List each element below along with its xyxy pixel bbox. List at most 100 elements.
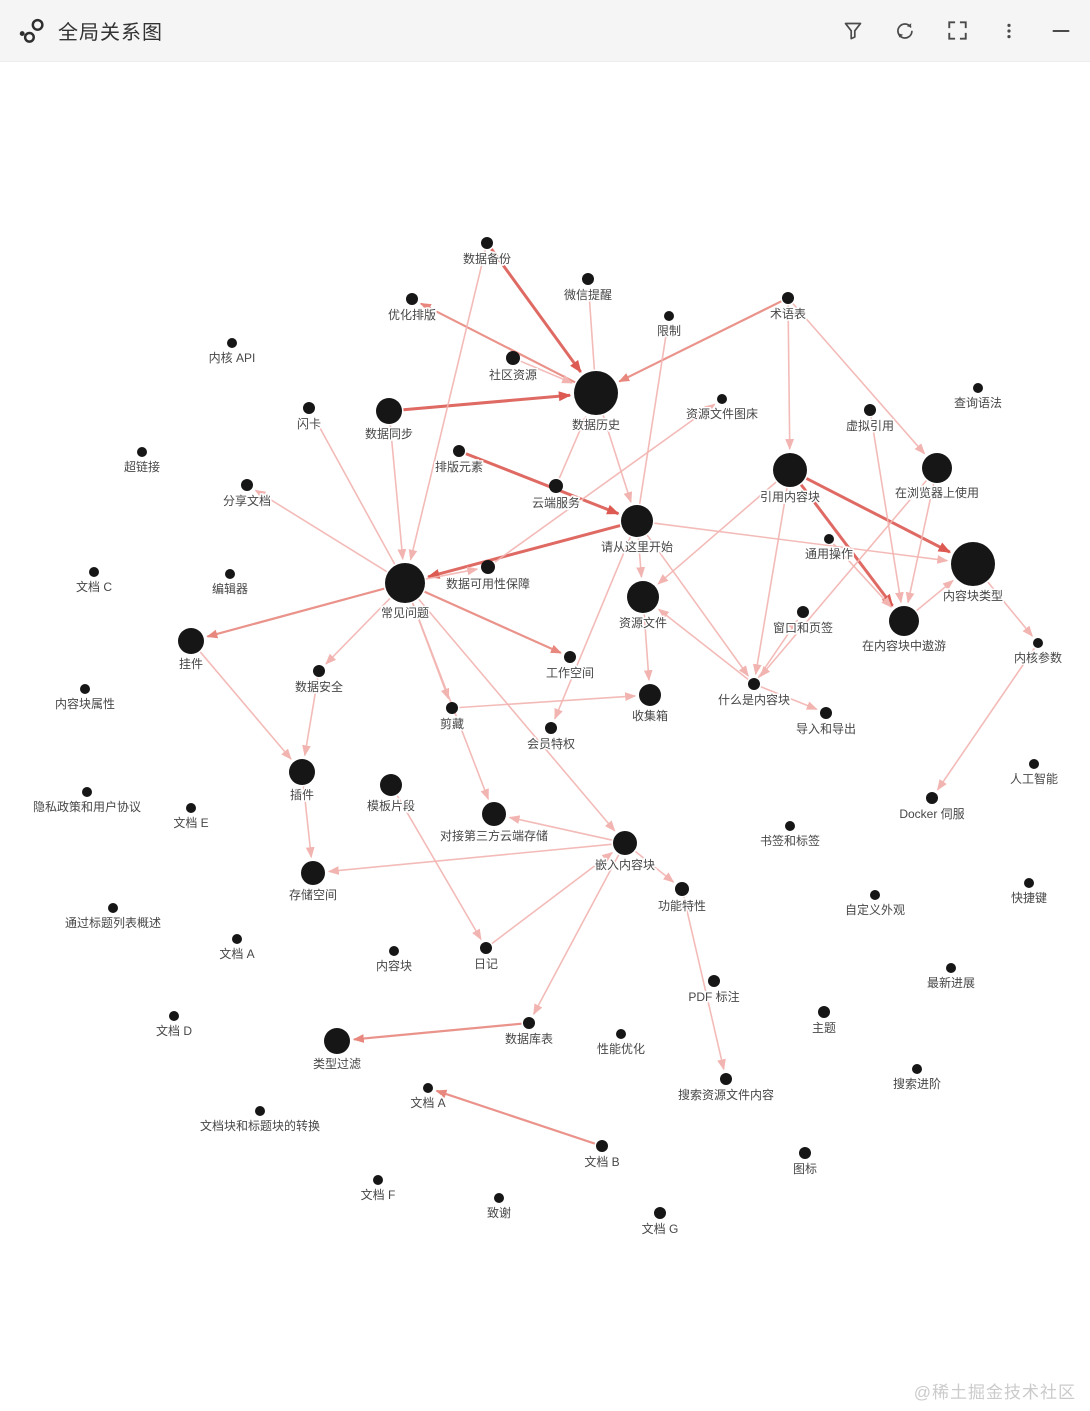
graph-node[interactable] — [523, 1017, 535, 1029]
graph-edge — [508, 815, 612, 841]
graph-node[interactable] — [782, 292, 794, 304]
graph-node[interactable] — [481, 237, 493, 249]
graph-node[interactable] — [639, 684, 661, 706]
graph-node[interactable] — [241, 479, 253, 491]
filter-icon[interactable] — [842, 20, 864, 42]
graph-node[interactable] — [799, 1147, 811, 1159]
graph-node[interactable] — [596, 1140, 608, 1152]
graph-node-label: 图标 — [793, 1162, 817, 1176]
graph-node[interactable] — [582, 273, 594, 285]
graph-node[interactable] — [137, 447, 147, 457]
graph-node[interactable] — [889, 606, 919, 636]
graph-node[interactable] — [922, 453, 952, 483]
graph-node[interactable] — [406, 293, 418, 305]
graph-node-label: 数据库表 — [505, 1031, 553, 1046]
graph-node-label: 在浏览器上使用 — [895, 485, 979, 500]
graph-edge — [657, 608, 749, 681]
graph-edge — [602, 415, 633, 504]
graph-node[interactable] — [818, 1006, 830, 1018]
graph-node[interactable] — [373, 1175, 383, 1185]
graph-node[interactable] — [574, 371, 618, 415]
graph-node[interactable] — [973, 383, 983, 393]
graph-node[interactable] — [80, 684, 90, 694]
graph-node[interactable] — [616, 1029, 626, 1039]
graph-node[interactable] — [664, 311, 674, 321]
graph-node-label: 常见问题 — [381, 606, 429, 620]
graph-edge — [905, 483, 935, 604]
graph-edge — [646, 534, 749, 677]
graph-node[interactable] — [717, 394, 727, 404]
graph-node[interactable] — [785, 821, 795, 831]
fullscreen-icon[interactable] — [946, 20, 968, 42]
graph-node[interactable] — [506, 351, 520, 365]
graph-node[interactable] — [255, 1106, 265, 1116]
graph-node[interactable] — [481, 560, 495, 574]
graph-node[interactable] — [824, 534, 834, 544]
graph-node[interactable] — [376, 398, 402, 424]
graph-node[interactable] — [946, 963, 956, 973]
graph-node[interactable] — [480, 942, 492, 954]
graph-node[interactable] — [951, 542, 995, 586]
graph-node[interactable] — [232, 934, 242, 944]
graph-node[interactable] — [797, 606, 809, 618]
graph-node-label: 术语表 — [770, 307, 806, 321]
graph-node[interactable] — [423, 1083, 433, 1093]
graph-node[interactable] — [564, 651, 576, 663]
graph-node[interactable] — [720, 1073, 732, 1085]
graph-node[interactable] — [494, 1193, 504, 1203]
graph-node[interactable] — [864, 404, 876, 416]
graph-node[interactable] — [385, 563, 425, 603]
graph-node[interactable] — [289, 759, 315, 785]
graph-node[interactable] — [613, 831, 637, 855]
graph-node[interactable] — [82, 787, 92, 797]
graph-node[interactable] — [708, 975, 720, 987]
graph-node[interactable] — [1024, 878, 1034, 888]
graph-edge — [352, 1022, 522, 1043]
graph-node-label: 快捷键 — [1011, 891, 1047, 905]
graph-node[interactable] — [389, 946, 399, 956]
graph-node[interactable] — [446, 702, 458, 714]
graph-node[interactable] — [627, 581, 659, 613]
graph-node[interactable] — [549, 479, 563, 493]
graph-node[interactable] — [303, 402, 315, 414]
graph-node[interactable] — [453, 445, 465, 457]
graph-node[interactable] — [912, 1064, 922, 1074]
graph-node-label: 数据可用性保障 — [446, 576, 530, 591]
graph-edge — [936, 647, 1035, 791]
graph-edge — [654, 522, 949, 564]
graph-node[interactable] — [545, 722, 557, 734]
more-options-icon[interactable] — [998, 20, 1020, 42]
graph-node-label: 收集箱 — [632, 708, 668, 723]
graph-node[interactable] — [675, 882, 689, 896]
graph-node[interactable] — [169, 1011, 179, 1021]
graph-node[interactable] — [773, 453, 807, 487]
graph-node[interactable] — [748, 678, 760, 690]
graph-node[interactable] — [380, 774, 402, 796]
graph-node[interactable] — [225, 569, 235, 579]
graph-edge — [760, 686, 818, 711]
graph-edge — [785, 305, 795, 451]
graph-node[interactable] — [1029, 759, 1039, 769]
graph-edge — [635, 850, 675, 883]
graph-node[interactable] — [820, 707, 832, 719]
graph-edge — [302, 786, 315, 859]
graph-node[interactable] — [870, 890, 880, 900]
graph-edge — [643, 614, 653, 682]
graph-node[interactable] — [178, 628, 204, 654]
minimize-icon[interactable] — [1050, 20, 1072, 42]
graph-node[interactable] — [926, 792, 938, 804]
graph-edge — [752, 488, 788, 676]
graph-node[interactable] — [186, 803, 196, 813]
graph-node[interactable] — [1033, 638, 1043, 648]
refresh-icon[interactable] — [894, 20, 916, 42]
graph-node[interactable] — [227, 338, 237, 348]
graph-node[interactable] — [313, 665, 325, 677]
graph-node[interactable] — [301, 861, 325, 885]
graph-node[interactable] — [89, 567, 99, 577]
graph-node[interactable] — [324, 1028, 350, 1054]
graph-node[interactable] — [654, 1207, 666, 1219]
graph-node[interactable] — [482, 802, 506, 826]
graph-node[interactable] — [621, 505, 653, 537]
graph-node[interactable] — [108, 903, 118, 913]
